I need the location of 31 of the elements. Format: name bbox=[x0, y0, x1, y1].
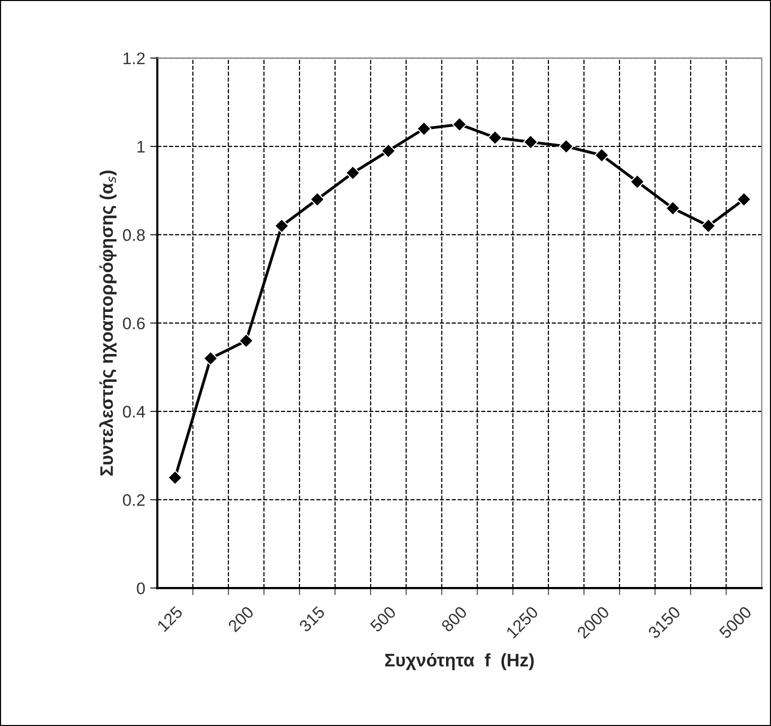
y-tick-label: 0.2 bbox=[122, 494, 145, 506]
x-tick-label: 315 bbox=[298, 606, 326, 633]
point bbox=[238, 333, 254, 348]
y-tick-label: 0.4 bbox=[122, 406, 145, 418]
point bbox=[345, 166, 360, 180]
y-axis-title: Συντελεστής ηχοαπορρόφησης (α$_{s}$) bbox=[99, 170, 117, 476]
point bbox=[736, 192, 752, 207]
x-tick-label: 800 bbox=[440, 605, 468, 633]
point bbox=[274, 218, 290, 234]
point bbox=[701, 218, 716, 234]
y-tick-label: 1.2 bbox=[124, 52, 145, 64]
x-axis-title: Συχνότητα f (Hz) bbox=[385, 653, 534, 670]
point bbox=[488, 130, 502, 145]
y-tick-label: 0.8 bbox=[122, 229, 145, 241]
point bbox=[168, 470, 182, 486]
point bbox=[523, 134, 538, 150]
point bbox=[630, 174, 645, 190]
point bbox=[665, 200, 680, 216]
x-tick-label: 200 bbox=[227, 605, 254, 632]
point bbox=[452, 116, 467, 132]
point bbox=[381, 143, 396, 158]
y-tick-label: 0.6 bbox=[122, 317, 145, 330]
y-tick-label: 0 bbox=[136, 582, 145, 594]
point bbox=[594, 148, 610, 163]
y-tick-label: 1 bbox=[137, 140, 145, 152]
point bbox=[203, 351, 218, 366]
x-tick-label: 125 bbox=[156, 606, 184, 632]
x-tick-label: 500 bbox=[370, 605, 397, 633]
point bbox=[558, 139, 574, 154]
point bbox=[310, 192, 325, 207]
point bbox=[416, 121, 432, 136]
